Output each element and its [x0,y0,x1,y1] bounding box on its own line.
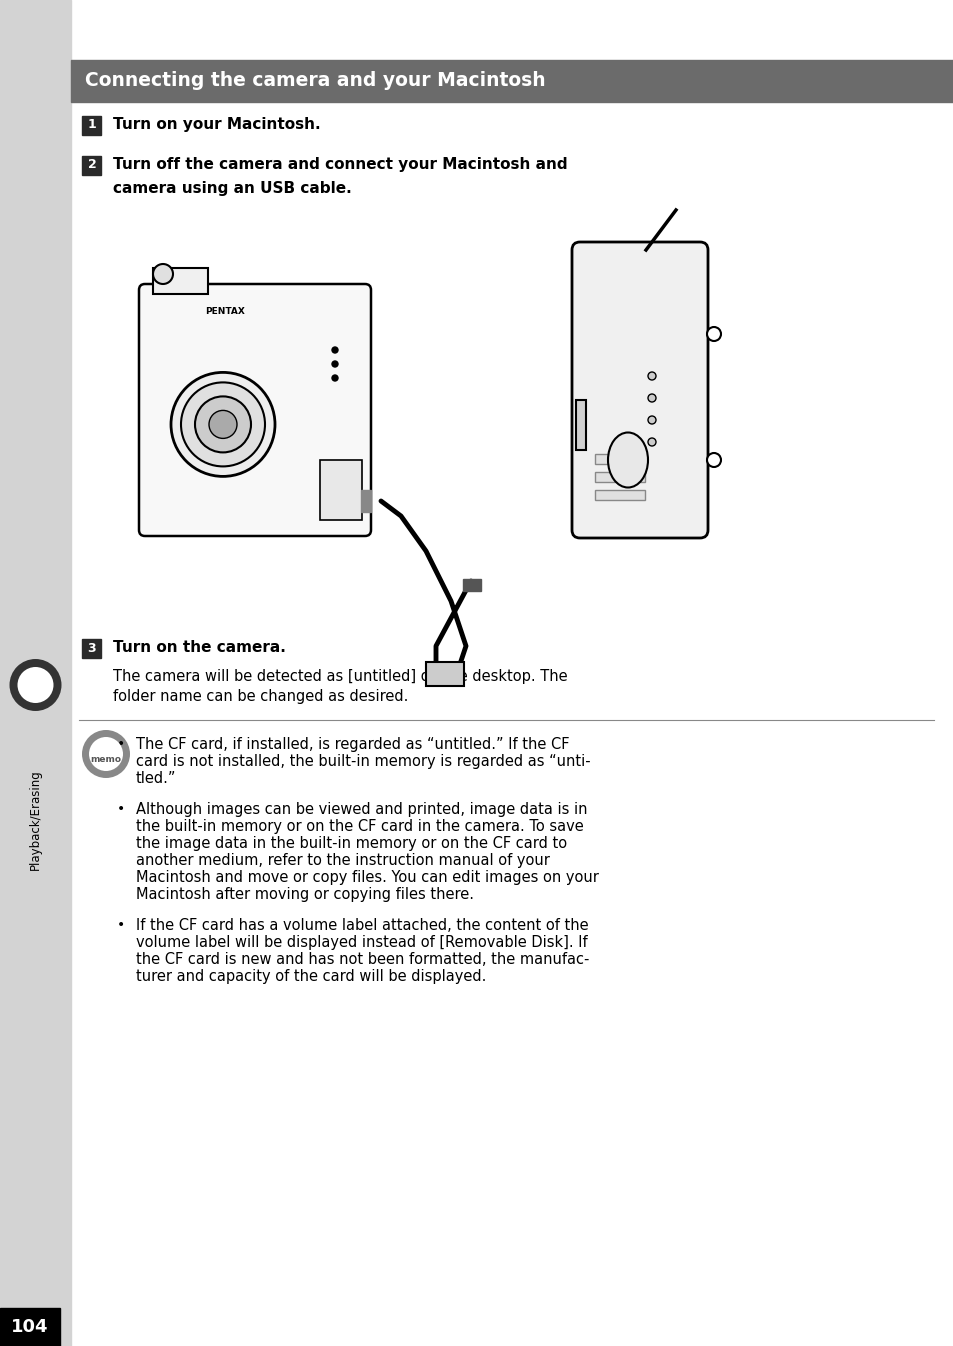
Circle shape [171,373,274,476]
Bar [319,460,361,520]
Circle shape [152,264,172,284]
Circle shape [647,394,656,402]
Text: 3: 3 [88,642,96,654]
Text: Connecting the camera and your Macintosh: Connecting the camera and your Macintosh [85,71,545,90]
Bar [576,400,585,450]
Bar [82,116,101,135]
Circle shape [194,397,251,452]
Circle shape [647,371,656,380]
Bar [595,454,644,464]
FancyBboxPatch shape [572,242,707,538]
Text: another medium, refer to the instruction manual of your: another medium, refer to the instruction… [136,853,549,868]
Text: 1: 1 [88,118,96,132]
Text: Turn on the camera.: Turn on the camera. [112,641,286,656]
Bar [595,472,644,482]
Circle shape [647,437,656,446]
Text: 104: 104 [11,1318,49,1337]
Circle shape [706,327,720,341]
Circle shape [332,347,337,353]
Text: folder name can be changed as desired.: folder name can be changed as desired. [112,689,408,704]
Circle shape [10,660,61,711]
Bar [360,490,371,511]
Text: memo: memo [91,755,121,765]
Bar [426,662,463,686]
Text: tled.”: tled.” [136,771,176,786]
Text: Turn off the camera and connect your Macintosh and: Turn off the camera and connect your Mac… [112,157,567,172]
Text: The camera will be detected as [untitled] on the desktop. The: The camera will be detected as [untitled… [112,669,567,684]
Text: Although images can be viewed and printed, image data is in: Although images can be viewed and printe… [136,802,587,817]
Bar [71,61,953,102]
Circle shape [706,454,720,467]
Circle shape [181,382,265,467]
Text: the image data in the built-in memory or on the CF card to: the image data in the built-in memory or… [136,836,566,851]
Bar [0,1308,60,1346]
Text: Turn on your Macintosh.: Turn on your Macintosh. [112,117,320,132]
Text: volume label will be displayed instead of [Removable Disk]. If: volume label will be displayed instead o… [136,935,587,950]
Text: If the CF card has a volume label attached, the content of the: If the CF card has a volume label attach… [136,918,588,933]
Text: •: • [117,918,125,931]
Text: turer and capacity of the card will be displayed.: turer and capacity of the card will be d… [136,969,486,984]
Bar [0,0,71,1346]
Circle shape [332,361,337,367]
Circle shape [82,730,130,778]
FancyBboxPatch shape [139,284,371,536]
Text: Playback/Erasing: Playback/Erasing [29,770,42,871]
Circle shape [332,376,337,381]
Bar [152,268,208,293]
Bar [595,490,644,499]
Text: the CF card is new and has not been formatted, the manufac-: the CF card is new and has not been form… [136,952,589,966]
Circle shape [17,668,53,703]
Text: PENTAX: PENTAX [205,307,245,316]
Text: camera using an USB cable.: camera using an USB cable. [112,182,352,197]
Text: •: • [117,802,125,816]
Circle shape [647,416,656,424]
Circle shape [89,738,123,771]
Text: •: • [117,738,125,751]
Ellipse shape [607,432,647,487]
Bar [82,638,101,657]
Text: 2: 2 [88,159,96,171]
Text: The CF card, if installed, is regarded as “untitled.” If the CF: The CF card, if installed, is regarded a… [136,738,569,752]
Circle shape [209,411,236,439]
Text: card is not installed, the built-in memory is regarded as “unti-: card is not installed, the built-in memo… [136,754,590,769]
Text: the built-in memory or on the CF card in the camera. To save: the built-in memory or on the CF card in… [136,818,583,835]
Text: Macintosh and move or copy files. You can edit images on your: Macintosh and move or copy files. You ca… [136,870,598,886]
Bar [82,156,101,175]
Text: Macintosh after moving or copying files there.: Macintosh after moving or copying files … [136,887,474,902]
Bar [462,579,480,591]
